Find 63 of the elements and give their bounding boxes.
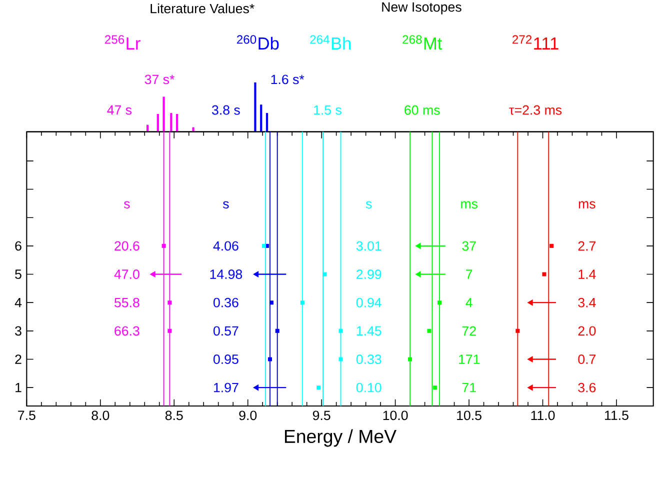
annotation: 3.01 (356, 241, 382, 251)
annotation: 3.8 s (212, 105, 240, 115)
annotation: s (222, 201, 229, 208)
text: Literature Values* (150, 4, 254, 14)
y-tick-label: 1 (16, 382, 22, 392)
annotation: 37 (462, 241, 476, 251)
annotation: 0.7 (578, 354, 596, 364)
annotation: ms (461, 201, 478, 208)
annotation: 47.0 (114, 270, 140, 279)
y-tick-label: 6 (15, 241, 22, 251)
y-tick-label: 2 (15, 354, 22, 364)
annotation: 1.4 (578, 270, 596, 279)
annotation: 0.94 (356, 298, 382, 308)
annotation: 4.06 (213, 241, 238, 251)
annotation: 37 s* (144, 74, 174, 84)
annotation: τ=2.3 ms (509, 105, 562, 115)
annotation: 0.57 (214, 326, 238, 336)
x-tick-label: 11.0 (531, 410, 555, 420)
x-tick-label: 11.5 (605, 410, 628, 420)
annotation: 1.97 (214, 382, 238, 392)
annotation: 14.98 (210, 270, 242, 279)
annotation: 0.10 (356, 382, 382, 392)
x-tick-label: 10.0 (383, 410, 408, 420)
annotation: 20.6 (114, 241, 140, 251)
annotation: 71 (462, 382, 476, 392)
annotation: 1.5 s (314, 105, 342, 115)
y-tick-label: 5 (15, 270, 22, 279)
annotation: 55.8 (114, 298, 140, 308)
annotation: 60 ms (404, 105, 440, 115)
annotation: 1.6 s* (271, 74, 304, 84)
text: $^{256}$Lr (104, 35, 140, 50)
y-tick-label: 3 (15, 326, 22, 336)
annotation: 0.95 (214, 354, 238, 364)
annotation: ms (578, 201, 596, 208)
annotation: 4 (466, 298, 472, 308)
annotation: 171 (459, 354, 480, 364)
annotation: 3.4 (578, 298, 596, 308)
y-tick-label: 4 (14, 298, 22, 308)
text: $^{260}$Db (236, 35, 279, 50)
text: $^{272}$111 (512, 35, 558, 50)
x-tick-label: 9.0 (239, 410, 257, 420)
text: $^{268}$Mt (402, 35, 442, 50)
annotation: 1.45 (356, 326, 382, 336)
annotation: 2.99 (356, 270, 382, 279)
x-tick-label: 7.5 (18, 410, 36, 420)
text: New Isotopes (382, 2, 462, 14)
annotation: 0.33 (356, 354, 382, 364)
annotation: 66.3 (114, 326, 140, 336)
x-tick-label: 8.5 (165, 410, 183, 420)
x-tick-label: 9.5 (312, 410, 330, 420)
annotation: 2.7 (578, 241, 596, 251)
x-tick-label: 10.5 (457, 410, 482, 420)
annotation: 2.0 (578, 326, 596, 336)
annotation: 3.6 (578, 382, 596, 392)
annotation: s (124, 201, 130, 208)
annotation: 0.36 (214, 298, 238, 308)
x-tick-label: 8.0 (92, 410, 110, 420)
annotation: 47 s (107, 105, 132, 115)
text: $^{264}$Bh (310, 35, 351, 50)
annotation: s (366, 201, 372, 208)
annotation: 72 (462, 326, 476, 336)
x-axis-title: Energy / MeV (284, 429, 396, 447)
annotation: 7 (466, 270, 472, 279)
